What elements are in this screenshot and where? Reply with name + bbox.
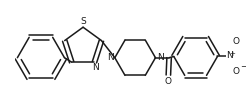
Text: −: − bbox=[241, 62, 246, 71]
Text: O: O bbox=[165, 77, 172, 86]
Text: N: N bbox=[92, 63, 99, 72]
Text: N: N bbox=[226, 52, 233, 60]
Text: O: O bbox=[232, 67, 239, 76]
Text: O: O bbox=[232, 37, 239, 46]
Text: +: + bbox=[230, 51, 235, 56]
Text: S: S bbox=[80, 17, 86, 26]
Text: N: N bbox=[157, 53, 163, 62]
Text: N: N bbox=[107, 53, 114, 62]
